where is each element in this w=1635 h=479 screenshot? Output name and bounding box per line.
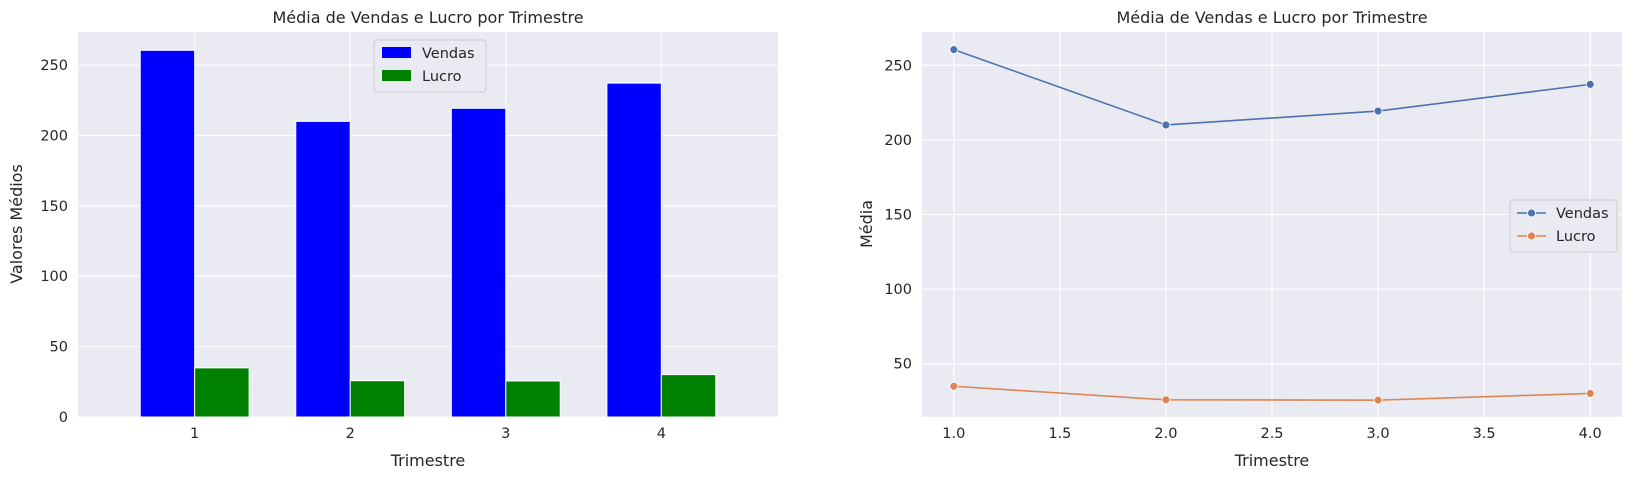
line-lucro (953, 385, 1591, 401)
y-tick-label: 250 (40, 58, 68, 74)
bar-chart-bars (139, 49, 717, 418)
x-tick-label: 1.5 (1048, 426, 1071, 442)
bar-lucro-3 (505, 380, 561, 418)
legend-label-lucro: Lucro (422, 69, 462, 85)
line-chart-ticks: 50 100 150 200 250 1.0 1.5 2.0 2.5 3.0 3.5 4.0 (884, 58, 1601, 442)
line-chart-y-axis-label: Média (857, 200, 876, 248)
bar-vendas-2 (295, 120, 351, 418)
x-tick-label: 4.0 (1579, 426, 1602, 442)
x-tick-label: 3 (501, 426, 510, 442)
point-lucro-2 (1161, 395, 1171, 405)
x-tick-label: 2.0 (1154, 426, 1177, 442)
x-tick-label: 1 (190, 426, 199, 442)
point-lucro-3 (1373, 395, 1383, 405)
legend-label-lucro: Lucro (1556, 229, 1596, 245)
bar-lucro-2 (349, 380, 406, 418)
bar-chart-title: Média de Vendas e Lucro por Trimestre (272, 8, 583, 27)
point-lucro-1 (949, 381, 959, 391)
x-tick-label: 2.5 (1260, 426, 1283, 442)
y-tick-label: 200 (884, 133, 912, 149)
y-tick-label: 250 (884, 58, 912, 74)
bar-chart: 0 50 100 150 200 250 1 2 3 4 Média de Vendas e Lu… (7, 8, 778, 470)
line-chart-title: Média de Vendas e Lucro por Trimestre (1116, 8, 1427, 27)
point-vendas-4 (1585, 79, 1595, 89)
line-chart-x-axis-label: Trimestre (1234, 451, 1310, 470)
legend-marker-vendas (1527, 208, 1536, 218)
bar-chart-x-axis-label: Trimestre (390, 451, 466, 470)
bar-vendas-4 (606, 82, 662, 418)
y-tick-label: 100 (884, 282, 912, 298)
line-chart-series (949, 45, 1595, 405)
x-tick-label: 2 (346, 426, 355, 442)
y-tick-label: 200 (40, 128, 68, 144)
line-chart-legend: Vendas Lucro (1509, 199, 1618, 253)
line-chart: 50 100 150 200 250 1.0 1.5 2.0 2.5 3.0 3.5 4.0 Médi… (857, 8, 1622, 470)
bar-vendas-1 (139, 49, 196, 418)
point-lucro-4 (1585, 389, 1595, 398)
bar-vendas-3 (450, 107, 507, 418)
y-tick-label: 50 (50, 340, 68, 356)
point-vendas-1 (949, 45, 959, 55)
x-tick-label: 1.0 (942, 426, 965, 442)
point-vendas-2 (1161, 120, 1171, 130)
y-tick-label: 100 (40, 269, 68, 285)
line-vendas (953, 48, 1591, 126)
x-tick-label: 3.0 (1367, 426, 1390, 442)
line-chart-grid (922, 32, 1622, 417)
legend-swatch-lucro (382, 70, 411, 81)
x-tick-label: 3.5 (1473, 426, 1496, 442)
bar-lucro-4 (660, 374, 717, 418)
y-tick-label: 150 (40, 199, 68, 215)
y-tick-label: 150 (884, 208, 912, 224)
point-vendas-3 (1373, 106, 1383, 116)
y-tick-label: 0 (59, 410, 68, 426)
legend-swatch-vendas (382, 47, 411, 58)
x-tick-label: 4 (657, 426, 666, 442)
legend-label-vendas: Vendas (1556, 206, 1609, 222)
bar-chart-legend: Vendas Lucro (373, 39, 487, 93)
legend-marker-lucro (1527, 231, 1536, 241)
bar-chart-y-axis-label: Valores Médios (7, 164, 26, 284)
bar-lucro-1 (194, 367, 250, 418)
y-tick-label: 50 (894, 357, 912, 373)
legend-label-vendas: Vendas (422, 46, 475, 62)
bar-chart-ticks: 0 50 100 150 200 250 1 2 3 4 (40, 58, 666, 442)
